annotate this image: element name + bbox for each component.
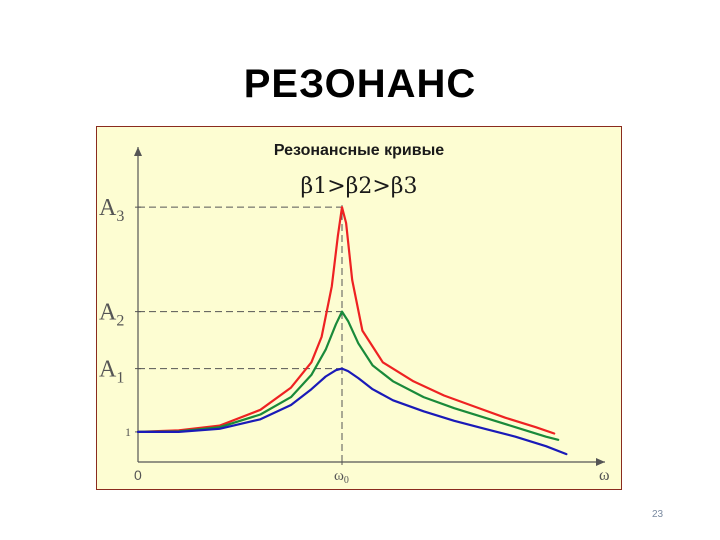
series-line-2 [136, 310, 560, 441]
series-line-3 [136, 367, 568, 456]
series-line-1 [136, 206, 556, 435]
y-tick-label: A1 [99, 357, 124, 387]
x-tick-label: ω0 [334, 468, 349, 486]
chart-figure: Резонансные кривые β1>β2>β3 1 A1 A2 A3 0 ω0 ω [96, 126, 622, 490]
series-lines [136, 206, 568, 456]
chart-title: Резонансные кривые [274, 142, 444, 159]
reference-lines [138, 205, 343, 462]
axes [134, 147, 605, 466]
y-tick-label: A3 [99, 195, 124, 225]
x-axis-label: ω [599, 467, 610, 484]
tick-labels: 1 A1 A2 A3 0 ω0 ω [99, 195, 610, 486]
resonance-chart: Резонансные кривые β1>β2>β3 1 A1 A2 A3 0 ω0 ω [99, 142, 610, 486]
y-axis-arrow [134, 147, 142, 156]
x-axis-arrow [596, 458, 605, 466]
slide-title: РЕЗОНАНС [243, 62, 477, 106]
x-tick-label: 0 [134, 467, 142, 483]
y-tick-label: 1 [125, 425, 131, 439]
page-number: 23 [652, 509, 664, 520]
y-tick-label: A2 [99, 300, 124, 330]
chart-subtitle: β1>β2>β3 [300, 174, 417, 199]
